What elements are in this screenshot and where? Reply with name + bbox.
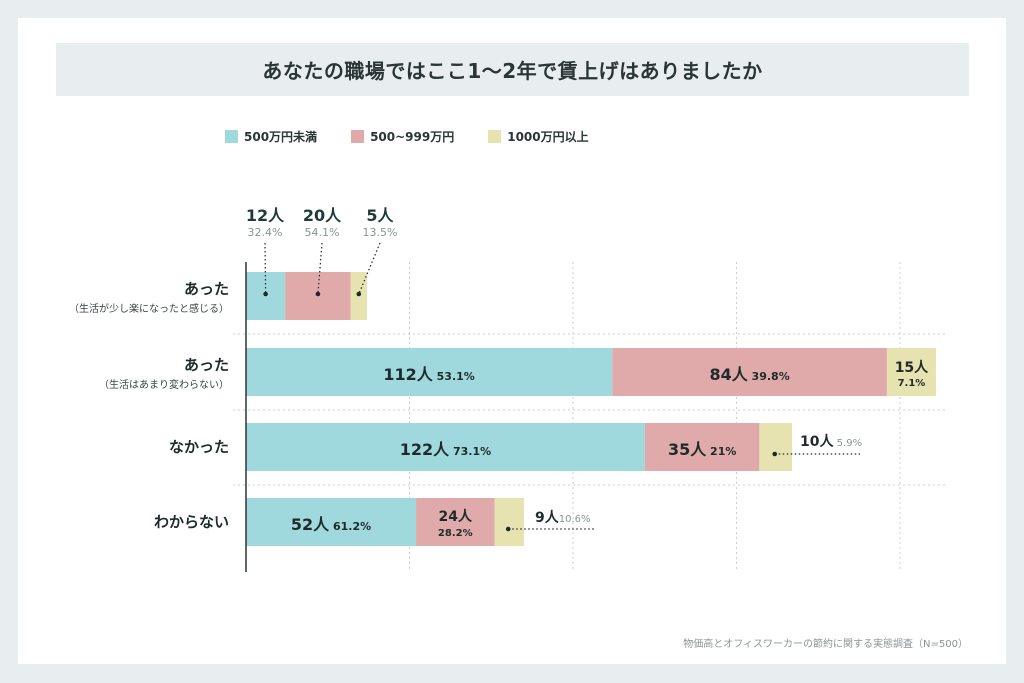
percent-label-row3-series1: 28.2% (438, 528, 473, 539)
category-sublabel-0: （生活が少し楽になったと感じる） (69, 302, 229, 315)
bar-row1-series1 (612, 348, 887, 396)
data-label-row3-series1: 24人 (439, 508, 473, 525)
title-bar: あなたの職場ではここ1〜2年で賃上げはありましたか (56, 43, 969, 96)
percent-row1-series0: 53.1% (433, 370, 475, 383)
leader-dot-row0-series0 (263, 291, 268, 297)
data-label-row0-series0: 12人 (246, 206, 285, 225)
category-label-3: わからない (154, 513, 229, 531)
count-row1-series1: 84人 (709, 365, 748, 384)
percent-row2-series1: 21% (706, 445, 736, 458)
leader-row0-series0 (264, 242, 267, 295)
chart-card: あなたの職場ではここ1〜2年で賃上げはありましたか 物価高とオフィスワーカーの節… (18, 18, 1006, 664)
percent-label-row0-series0: 32.4% (248, 226, 283, 239)
source-note: 物価高とオフィスワーカーの節約に関する実態調査（N=500） (683, 639, 968, 650)
bar-row3-series2 (494, 498, 524, 546)
data-label-row2-series0: 122人 73.1% (400, 440, 491, 459)
bar-row1-series0 (246, 348, 613, 396)
count-row1-series0: 112人 (383, 365, 433, 384)
category-label-1: あった (184, 356, 229, 374)
legend-swatch-over-10m (488, 129, 502, 143)
legend: 500万円未満 500~999万円 1000万円以上 (225, 128, 589, 144)
legend-label-over-10m: 1000万円以上 (507, 129, 589, 144)
leader-row0-series1 (317, 242, 323, 295)
count-row2-series2: 10人 (800, 433, 834, 450)
category-label-2: なかった (169, 438, 229, 456)
count-row2-series0: 122人 (400, 440, 450, 459)
data-label-row0-series1: 20人 (303, 206, 342, 225)
bar-row2-series0 (246, 423, 645, 471)
bar-row2-series2 (759, 423, 793, 471)
bar-row3-series1 (416, 498, 495, 546)
legend-label-5m-10m: 500~999万円 (370, 129, 455, 144)
bar-row2-series1 (644, 423, 760, 471)
leader-dot-row0-series1 (315, 291, 321, 297)
percent-row3-series0: 61.2% (329, 520, 371, 533)
count-row3-series2: 9人 (535, 509, 560, 526)
legend-swatch-under-5m (225, 129, 238, 143)
data-label-row3-series0: 52人 61.2% (291, 515, 371, 534)
category-sublabel-1: （生活はあまり変わらない） (99, 378, 229, 391)
count-row2-series1: 35人 (668, 440, 707, 459)
bar-row1-series2 (886, 348, 936, 396)
percent-row2-series0: 73.1% (449, 445, 491, 458)
data-label-row1-series2: 15人 (895, 359, 929, 376)
legend-item-5m-10m: 500~999万円 (351, 128, 454, 145)
category-label-0: あった (184, 280, 229, 298)
data-label-row2-series2: 10人 5.9% (800, 433, 862, 450)
percent-row2-series2: 5.9% (833, 438, 862, 449)
legend-item-over-10m: 1000万円以上 (488, 128, 589, 145)
chart-title: あなたの職場ではここ1〜2年で賃上げはありましたか (262, 59, 763, 83)
percent-label-row0-series2: 13.5% (363, 226, 398, 239)
percent-row3-series2: 10.6% (559, 514, 591, 525)
data-label-row3-series2: 9人10.6% (535, 509, 591, 526)
data-label-row2-series1: 35人 21% (668, 440, 736, 459)
leader-dot-row0-series2 (356, 291, 362, 297)
legend-item-under-5m: 500万円未満 (225, 128, 317, 145)
leader-row0-series2 (358, 242, 381, 295)
legend-swatch-5m-10m (351, 129, 365, 143)
data-label-row1-series0: 112人 53.1% (383, 365, 474, 384)
legend-label-under-5m: 500万円未満 (244, 129, 318, 144)
data-label-row1-series1: 84人 39.8% (709, 365, 789, 384)
percent-label-row1-series2: 7.1% (898, 378, 926, 389)
percent-row1-series1: 39.8% (748, 370, 790, 383)
count-row3-series0: 52人 (291, 515, 330, 534)
data-label-row0-series2: 5人 (366, 206, 394, 225)
percent-label-row0-series1: 54.1% (305, 226, 340, 239)
bar-row3-series0 (246, 498, 417, 546)
